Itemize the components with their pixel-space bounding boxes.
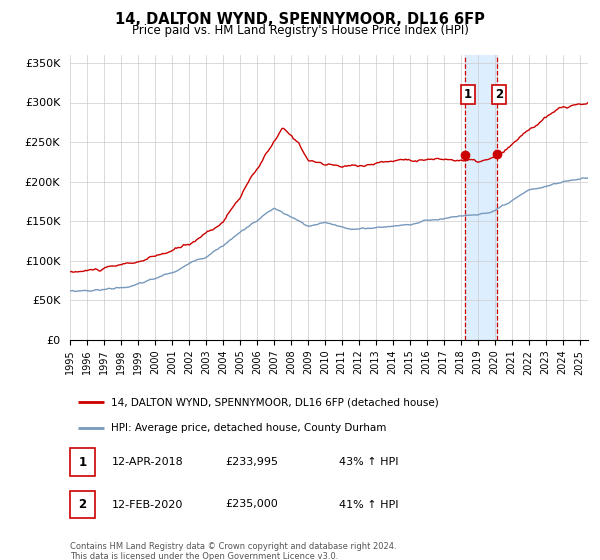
Text: Price paid vs. HM Land Registry's House Price Index (HPI): Price paid vs. HM Land Registry's House … [131,24,469,36]
Text: Contains HM Land Registry data © Crown copyright and database right 2024.
This d: Contains HM Land Registry data © Crown c… [70,542,397,560]
Text: 1: 1 [79,455,86,469]
Text: 12-APR-2018: 12-APR-2018 [112,457,183,467]
Text: 43% ↑ HPI: 43% ↑ HPI [340,457,399,467]
FancyBboxPatch shape [70,449,95,475]
Bar [466,55,497,340]
Text: 41% ↑ HPI: 41% ↑ HPI [340,500,399,510]
Text: 12-FEB-2020: 12-FEB-2020 [112,500,183,510]
Text: 1: 1 [464,88,472,101]
Text: £233,995: £233,995 [226,457,278,467]
FancyBboxPatch shape [70,491,95,518]
Text: £235,000: £235,000 [226,500,278,510]
Text: HPI: Average price, detached house, County Durham: HPI: Average price, detached house, Coun… [112,423,387,433]
Text: 2: 2 [495,88,503,101]
Text: 14, DALTON WYND, SPENNYMOOR, DL16 6FP (detached house): 14, DALTON WYND, SPENNYMOOR, DL16 6FP (d… [112,398,439,408]
Text: 2: 2 [79,498,86,511]
Text: 14, DALTON WYND, SPENNYMOOR, DL16 6FP: 14, DALTON WYND, SPENNYMOOR, DL16 6FP [115,12,485,27]
